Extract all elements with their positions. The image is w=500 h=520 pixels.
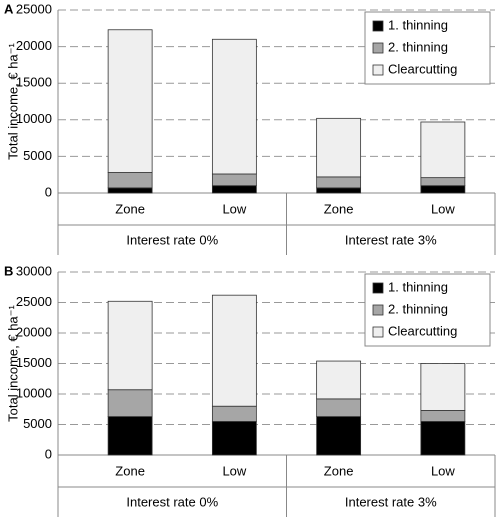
legend-label: 2. thinning [388,301,448,316]
legend-swatch [372,64,384,76]
legend-label: 1. thinning [388,17,448,32]
bar-segment [420,421,466,456]
bar-segment [107,187,153,194]
legend-swatch [372,282,384,294]
legend-label: 1. thinning [388,279,448,294]
legend-swatch [372,42,384,54]
bar-segment [107,29,153,173]
group-label: Interest rate 3% [345,232,437,247]
legend-box [364,273,491,347]
group-label: Interest rate 0% [126,232,218,247]
bar-segment [316,117,362,178]
bar-segment [211,38,257,175]
x-tick-label: Low [431,201,455,216]
x-tick-label: Zone [115,201,145,216]
legend-box [364,11,491,85]
x-tick-label: Low [222,463,246,478]
bar-segment [211,421,257,456]
x-tick-label: Low [431,463,455,478]
y-tick-label: 0 [45,446,52,461]
bar-segment [107,389,153,417]
bar-segment [211,185,257,194]
bar-segment [107,300,153,391]
y-tick-label: 15000 [16,355,52,370]
bar-segment [420,177,466,187]
y-tick-label: 25000 [16,294,52,309]
bar-segment [316,187,362,194]
y-tick-label: 25000 [16,1,52,16]
bar-segment [107,172,153,189]
bar-segment [211,294,257,407]
y-tick-label: 10000 [16,111,52,126]
bar-segment [211,173,257,187]
y-tick-label: 15000 [16,75,52,90]
legend-swatch [372,326,384,338]
x-tick-label: Low [222,201,246,216]
y-tick-label: 5000 [23,416,52,431]
legend-label: 2. thinning [388,39,448,54]
bar-segment [107,416,153,456]
y-tick-label: 10000 [16,385,52,400]
bar-segment [316,398,362,417]
x-tick-label: Zone [115,463,145,478]
bar-segment [316,360,362,400]
legend-swatch [372,20,384,32]
y-tick-label: 0 [45,184,52,199]
x-tick-label: Zone [324,463,354,478]
bar-segment [420,363,466,411]
bar-segment [316,176,362,189]
panel-label: B [4,263,13,278]
legend-label: Clearcutting [388,61,457,76]
panel-label: A [4,1,14,16]
bar-segment [211,405,257,422]
group-label: Interest rate 0% [126,494,218,509]
y-tick-label: 5000 [23,148,52,163]
y-tick-label: 20000 [16,38,52,53]
bar-segment [420,185,466,194]
bar-segment [420,410,466,422]
y-axis-label: Total income, € ha⁻¹ [5,42,20,159]
y-tick-label: 30000 [16,263,52,278]
bar-segment [420,121,466,179]
bar-segment [316,416,362,456]
x-tick-label: Zone [324,201,354,216]
y-tick-label: 20000 [16,324,52,339]
legend-swatch [372,304,384,316]
y-axis-label: Total income, € ha⁻¹ [5,304,20,421]
group-label: Interest rate 3% [345,494,437,509]
legend-label: Clearcutting [388,323,457,338]
